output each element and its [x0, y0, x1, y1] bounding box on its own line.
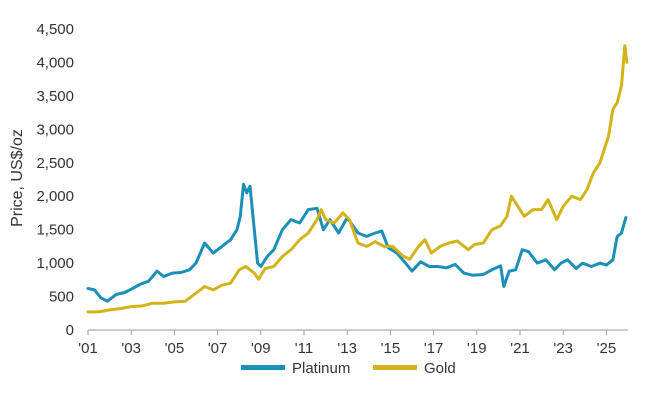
y-tick-label: 0: [66, 322, 74, 339]
x-tick-label: '23: [553, 340, 573, 357]
x-tick-label: '15: [381, 340, 401, 357]
x-tick-label: '19: [467, 340, 487, 357]
y-tick-label: 2,000: [36, 188, 74, 205]
x-tick-label: '09: [251, 340, 271, 357]
x-tick-label: '25: [597, 340, 617, 357]
x-tick-label: '21: [510, 340, 530, 357]
y-tick-label: 3,500: [36, 88, 74, 105]
x-tick-label: '03: [121, 340, 141, 357]
series-group: [86, 44, 629, 314]
series-line-gold: [86, 44, 629, 314]
legend-swatch-gold: [373, 365, 417, 370]
y-tick-label: 3,000: [36, 121, 74, 138]
x-tick-label: '13: [337, 340, 357, 357]
y-tick-label: 4,500: [36, 21, 74, 38]
x-tick-label: '01: [78, 340, 98, 357]
legend-label-gold: Gold: [424, 360, 456, 377]
x-tick-label: '05: [165, 340, 185, 357]
legend: Platinum Gold: [241, 360, 456, 377]
y-tick-label: 1,500: [36, 222, 74, 239]
x-tick-label: '11: [295, 340, 313, 357]
y-axis: 0 500 1,000 1,500 2,000 2,500 3,000 3,500 4,000 4…: [36, 21, 74, 339]
y-tick-label: 1,000: [36, 255, 74, 272]
x-tick-label: '17: [424, 340, 444, 357]
y-axis-title: Price, US$/oz: [9, 129, 26, 227]
y-tick-label: 2,500: [36, 155, 74, 172]
legend-label-platinum: Platinum: [292, 360, 350, 377]
legend-swatch-platinum: [241, 365, 285, 370]
x-axis: '01 '03 '05 '07 '09 '11 '13 '15 '17 '19 '21 '23 '25: [78, 330, 616, 357]
y-tick-label: 500: [49, 289, 74, 306]
y-tick-label: 4,000: [36, 54, 74, 71]
x-tick-label: '07: [208, 340, 228, 357]
